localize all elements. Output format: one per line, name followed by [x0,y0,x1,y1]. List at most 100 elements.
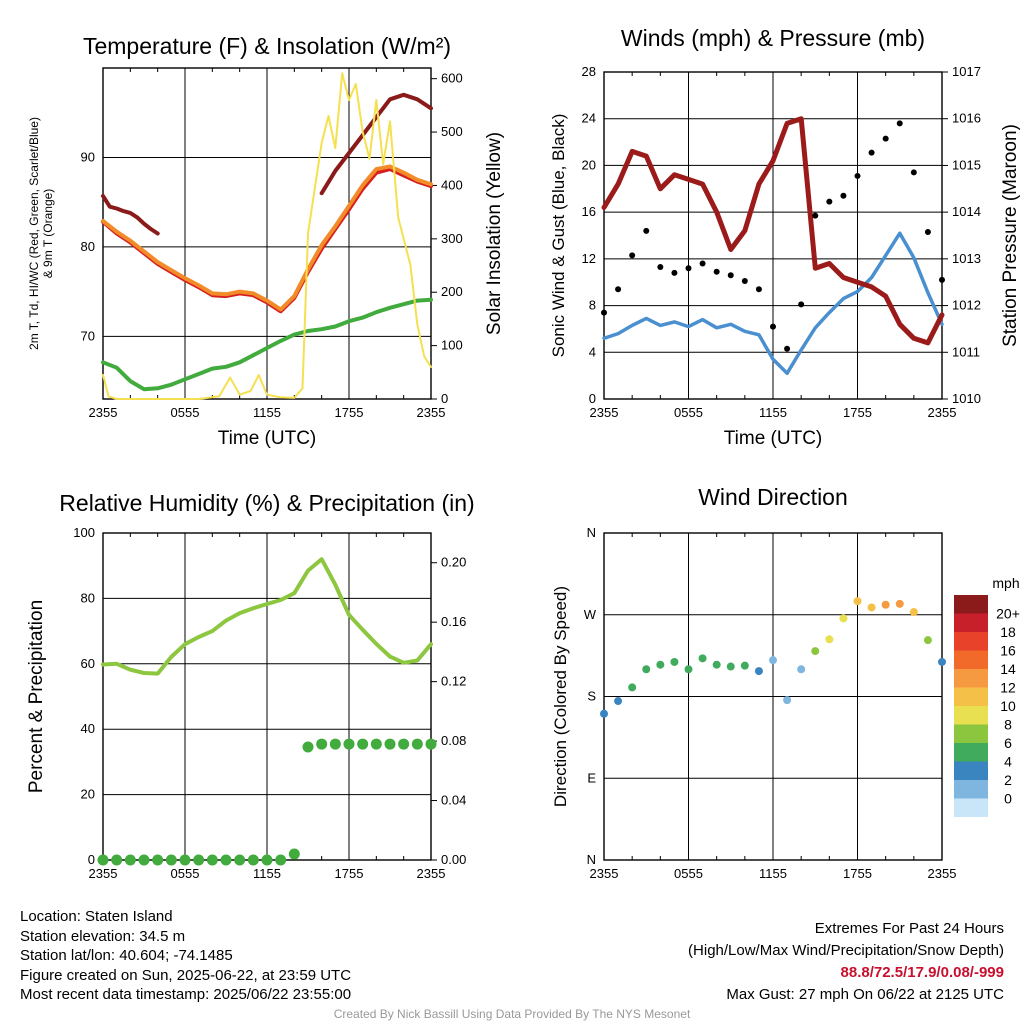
precip-point [275,854,287,866]
direction-point [825,635,834,644]
colorbar-swatch [954,669,988,688]
precip-point [124,854,136,866]
precip-point [370,738,382,750]
direction-point [811,647,820,656]
precip-point [165,854,177,866]
x-tick-label: 2355 [928,866,957,881]
direction-point [839,614,848,623]
gust-point [643,227,650,234]
y2-tick-label: 1015 [952,157,981,172]
gust-point [882,135,889,142]
gust-point [840,192,847,199]
direction-point [923,636,932,645]
location-text: Location: Staten Island [20,908,173,925]
direction-point [726,662,735,671]
colorbar-swatch [954,761,988,780]
direction-point [600,709,608,718]
colorbar-label: 10 [1000,698,1016,714]
credit-text: Created By Nick Bassill Using Data Provi… [333,1007,691,1021]
direction-point [867,603,876,612]
colorbar-swatch [954,632,988,651]
series-line [319,92,433,196]
y-tick-label: E [587,770,596,785]
direction-point [628,683,637,692]
series-line [101,557,433,676]
x-tick-label: 2355 [417,866,446,881]
gust-point [671,269,678,276]
gust-point [629,252,636,259]
y-tick-label: 0 [589,391,596,406]
y-tick-label: 20 [582,157,596,172]
plot-frame [102,67,432,400]
latlon-text: Station lat/lon: 40.604; -74.1485 [20,947,233,964]
x-tick-label: 1155 [253,866,281,881]
series-line [101,297,433,392]
extremes-box: Extremes For Past 24 Hours (High/Low/Max… [688,918,1004,1006]
colorbar-swatch [954,706,988,725]
y2-tick-label: 0.12 [441,674,466,689]
y-axis-label: Direction (Colored By Speed) [551,586,570,807]
gust-point [741,278,748,285]
precip-point [220,854,232,866]
precip-point [411,738,423,750]
elevation-text: Station elevation: 34.5 m [20,927,186,945]
y-tick-label: 28 [582,64,596,79]
gust-point [854,172,861,179]
direction-point [881,600,890,609]
direction-point [614,697,623,706]
x-tick-label: 0555 [674,405,703,420]
created-text: Figure created on Sun, 2025-06-22, at 23… [20,966,352,984]
colorbar-label: 18 [1000,624,1016,640]
colorbar-swatch [954,743,988,762]
colorbar-label: 14 [1000,661,1016,677]
precip-point [152,854,164,866]
chart-title: Relative Humidity (%) & Precipitation (i… [59,490,474,516]
y-tick-label: 8 [589,298,596,313]
recent-text: Most recent data timestamp: 2025/06/22 2… [20,986,352,1003]
panel-3: 2355 0555 1155 1755 23550204060801000.000.04… [26,490,475,881]
gust-point [699,260,706,267]
direction-point [797,665,806,674]
x-tick-label: 1755 [335,405,364,420]
gust-point [755,286,762,293]
precip-point [357,738,369,750]
colorbar-label: 8 [1004,717,1012,733]
y2-tick-label: 200 [441,284,463,299]
y2-tick-label: 0.16 [441,614,466,629]
chart-title: Wind Direction [698,484,848,510]
colorbar-swatch [954,780,988,799]
direction-point [783,696,792,705]
gust-point [896,120,903,127]
panel-1: 2355 0555 1155 1755 2355 70 80 90 0 100 200 300 400 5… [27,33,505,449]
gust-point [798,301,805,308]
precip-point [261,854,273,866]
precip-point [193,854,205,866]
y-tick-label: 40 [81,721,95,736]
gust-point [657,264,664,271]
y2-tick-label: 0.08 [441,733,466,748]
precip-point [179,854,191,866]
colorbar-swatch [954,595,988,614]
extremes-values: 88.8/72.5/17.9/0.08/-999 [840,964,1004,981]
y-tick-label: S [587,689,596,704]
y-axis-label: & 9m T (Orange) [41,189,55,279]
y-axis-label: Sonic Wind & Gust (Blue, Black) [549,114,568,358]
precip-point [206,854,218,866]
precip-point [97,854,109,866]
x-tick-label: 1755 [843,405,872,420]
precip-point [425,738,437,750]
station-info: Location: Staten Island Station elevatio… [20,907,351,1005]
direction-point [670,657,679,666]
colorbar-swatch [954,687,988,706]
y-tick-label: 20 [81,787,95,802]
x-tick-label: 1755 [843,866,872,881]
gust-point [910,169,917,176]
gust-point [615,286,622,293]
x-tick-label: 0555 [674,866,703,881]
series-line [101,193,160,236]
gust-point [784,345,791,352]
y2-tick-label: 600 [441,71,463,86]
y-axis-label: Percent & Precipitation [26,600,47,793]
y-axis-label: 2m T, Td, HI/WC (Red, Green, Scarlet/Blu… [27,117,41,350]
direction-point [895,599,904,608]
